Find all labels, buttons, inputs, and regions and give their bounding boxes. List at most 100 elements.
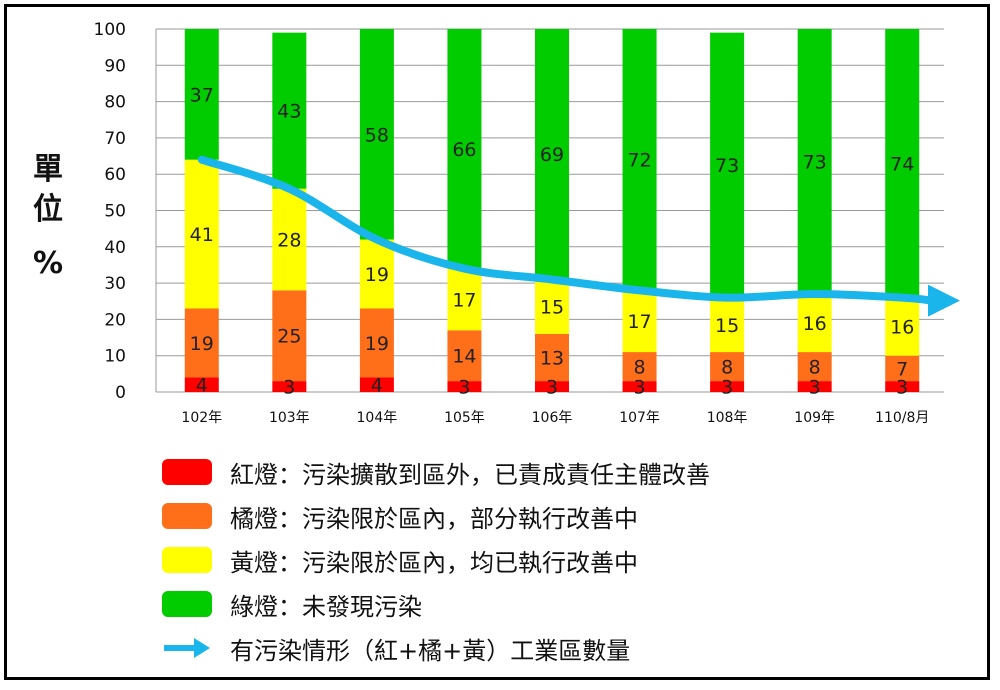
bar-segment <box>535 29 569 280</box>
data-label: 3 <box>458 377 470 399</box>
bar-segment <box>797 381 832 392</box>
bar-segment <box>184 159 219 309</box>
legend-item-orange: 橘燈：污染限於區內，部分執行改善中 <box>162 494 962 538</box>
data-label: 3 <box>896 377 908 399</box>
data-label: 43 <box>277 101 301 123</box>
data-label: 16 <box>803 313 827 335</box>
bar-segment <box>535 279 569 334</box>
bar-segment <box>622 29 657 291</box>
data-label: 41 <box>190 224 214 246</box>
x-tick-label: 108年 <box>707 410 748 426</box>
data-label: 25 <box>277 326 301 348</box>
legend-item-red: 紅燈：污染擴散到區外，已責成責任主體改善 <box>162 450 962 494</box>
x-tick-label: 110/8月 <box>875 410 929 426</box>
bar-segment <box>885 29 920 298</box>
bar-segment <box>359 239 394 309</box>
bar-segment <box>710 381 745 392</box>
data-label: 15 <box>540 297 564 319</box>
data-label: 37 <box>190 84 214 106</box>
data-label: 72 <box>627 150 651 172</box>
y-axis-label-char: % <box>32 246 64 281</box>
y-axis-label-char: 位 <box>33 192 63 227</box>
data-label: 19 <box>190 333 214 355</box>
data-label: 3 <box>809 377 821 399</box>
bar-segment <box>359 29 394 240</box>
data-label: 7 <box>896 358 908 380</box>
x-tick-label: 109年 <box>794 410 835 426</box>
legend-swatch-orange <box>162 503 212 529</box>
bar-segment <box>184 377 219 392</box>
data-label: 4 <box>371 375 383 397</box>
legend-item-yellow: 黃燈：污染限於區內，均已執行改善中 <box>162 538 962 582</box>
x-axis-ticks: 102年 103年 104年 105年 106年 107年 108年 109年 110/8月 <box>181 410 929 426</box>
y-tick-label: 30 <box>104 274 126 294</box>
y-tick-label: 90 <box>104 56 126 76</box>
bar-segment <box>359 308 394 378</box>
x-tick-label: 102年 <box>181 410 222 426</box>
data-label: 13 <box>540 348 564 370</box>
data-label: 8 <box>721 357 733 379</box>
bar-segment <box>272 381 307 392</box>
data-label: 73 <box>715 155 739 177</box>
x-tick-label: 107年 <box>619 410 660 426</box>
bar-segment <box>622 290 657 353</box>
legend-label: 有污染情形（紅+橘+黃）工業區數量 <box>230 636 631 665</box>
bar-segment <box>535 381 569 392</box>
legend-label: 紅燈：污染擴散到區外，已責成責任主體改善 <box>230 460 710 489</box>
bar-segment <box>885 297 920 356</box>
data-label: 58 <box>365 124 389 146</box>
data-label: 3 <box>634 377 646 399</box>
x-tick-label: 105年 <box>444 410 485 426</box>
y-tick-label: 0 <box>115 383 126 403</box>
bar-segment <box>184 29 219 160</box>
trend-line <box>197 155 960 317</box>
data-label: 73 <box>803 151 827 173</box>
bar-segment <box>272 32 307 189</box>
bar-segment <box>797 293 832 353</box>
legend-label: 綠燈：未發現污染 <box>230 592 422 621</box>
bar-segment <box>885 381 920 392</box>
bar-segment <box>797 352 832 382</box>
data-label: 66 <box>452 139 476 161</box>
bar-segment <box>710 32 745 298</box>
y-axis-ticks: 0 10 20 30 40 50 60 70 80 90 100 <box>94 20 126 403</box>
data-label: 19 <box>365 333 389 355</box>
bar-segment <box>710 352 745 382</box>
bar-segment <box>622 381 657 392</box>
data-label: 28 <box>277 230 301 252</box>
legend-swatch-yellow <box>162 547 212 573</box>
bar-segment <box>710 297 745 353</box>
legend-swatch-green <box>162 591 212 617</box>
y-tick-label: 20 <box>104 310 126 330</box>
bar-segment <box>797 29 832 294</box>
legend: 紅燈：污染擴散到區外，已責成責任主體改善 橘燈：污染限於區內，部分執行改善中 黃… <box>162 450 962 670</box>
data-label: 17 <box>452 289 476 311</box>
data-label: 15 <box>715 315 739 337</box>
bar-segment <box>184 308 219 378</box>
bars <box>184 29 920 392</box>
data-label: 17 <box>627 311 651 333</box>
data-label: 74 <box>890 153 914 175</box>
bar-segment <box>447 268 482 331</box>
data-label: 8 <box>809 357 821 379</box>
y-axis-label: 單 位 % <box>28 150 68 284</box>
data-label: 4 <box>196 375 208 397</box>
data-label: 14 <box>452 346 476 368</box>
data-label: 3 <box>546 377 558 399</box>
bar-segment <box>359 377 394 392</box>
bar-segment <box>885 355 920 382</box>
y-tick-label: 40 <box>104 238 126 258</box>
x-tick-label: 106年 <box>532 410 573 426</box>
legend-item-green: 綠燈：未發現污染 <box>162 582 962 626</box>
bar-segment <box>272 188 307 291</box>
data-label: 3 <box>721 377 733 399</box>
x-tick-label: 104年 <box>357 410 398 426</box>
y-tick-label: 80 <box>104 93 126 113</box>
data-label: 69 <box>540 144 564 166</box>
bar-segment <box>447 330 482 382</box>
trend-curve <box>197 155 936 305</box>
y-axis-label-char: 單 <box>33 152 63 187</box>
bar-segment <box>535 333 569 382</box>
trend-arrowhead <box>928 284 960 317</box>
